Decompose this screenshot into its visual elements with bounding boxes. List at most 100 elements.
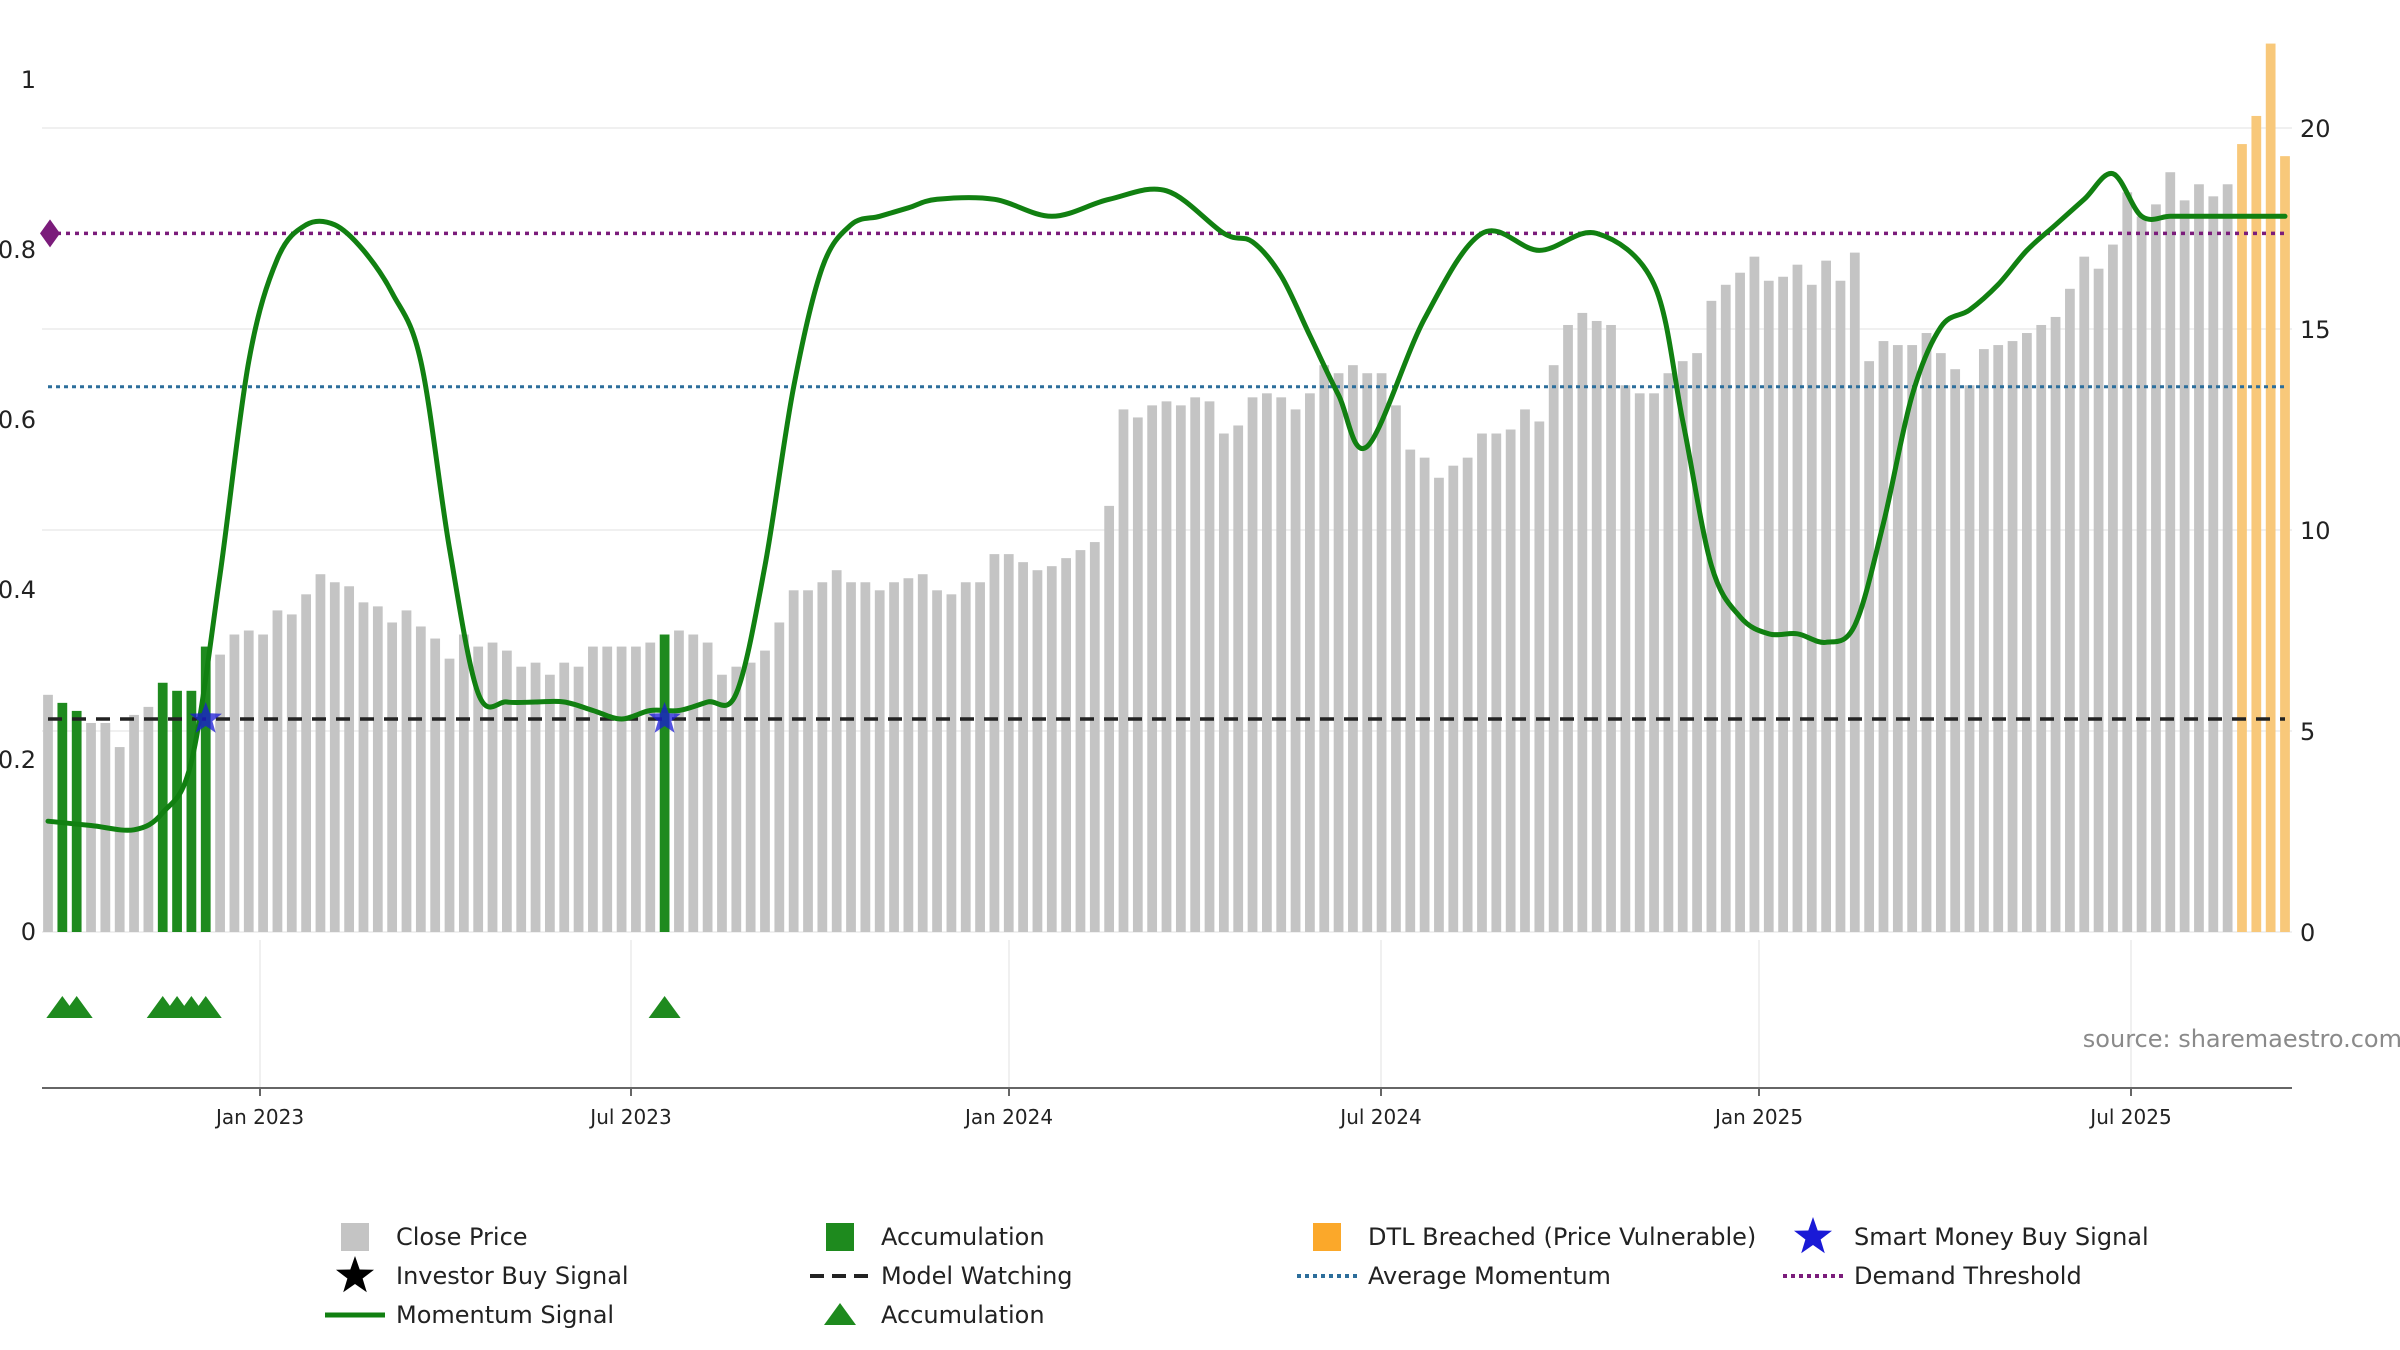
legend-swatch-accumulation: [826, 1223, 854, 1251]
close-price-bar: [1520, 409, 1530, 932]
close-price-bar: [1305, 393, 1315, 932]
legend-label: Accumulation: [881, 1223, 1045, 1251]
close-price-bar: [1649, 393, 1659, 932]
close-price-bar: [989, 554, 1000, 932]
close-price-bar: [530, 662, 541, 932]
close-price-bar: [114, 747, 125, 932]
close-price-bar: [1419, 457, 1430, 932]
close-price-bar: [1262, 393, 1272, 932]
close-price-bar: [1448, 465, 1459, 932]
close-price-bar: [602, 646, 613, 932]
accumulation-triangle: [189, 996, 222, 1018]
accumulation-bar: [157, 682, 168, 932]
close-price-bar: [803, 590, 813, 932]
close-price-bar: [1763, 280, 1774, 932]
close-price-bar: [315, 574, 326, 932]
legend-item: Accumulation: [824, 1301, 1045, 1329]
close-price-bar: [2050, 316, 2061, 932]
close-price-bars: [43, 43, 2290, 933]
close-price-bar: [559, 662, 570, 932]
left-tick-label: 0.8: [0, 236, 36, 264]
close-price-bar: [1204, 401, 1215, 932]
demand-threshold-marker: [40, 219, 60, 248]
x-tick-label: Jan 2024: [963, 1105, 1053, 1129]
close-price-bar: [444, 658, 455, 932]
close-price-bar: [458, 634, 469, 932]
close-price-bar: [1563, 324, 1573, 933]
close-price-bar: [860, 582, 871, 932]
close-price-bar: [286, 614, 297, 932]
close-price-bar: [329, 582, 340, 932]
legend-label: Demand Threshold: [1854, 1262, 2082, 1290]
dtl-breached-bar: [2251, 115, 2262, 932]
close-price-bar: [1706, 300, 1717, 932]
close-price-bar: [1577, 312, 1588, 932]
x-tick-label: Jul 2024: [1338, 1105, 1421, 1129]
right-tick-label: 20: [2300, 115, 2331, 143]
close-price-bar: [1964, 385, 1975, 932]
close-price-bar: [588, 646, 598, 932]
close-price-bar: [975, 582, 985, 932]
close-price-bar: [1003, 554, 1014, 932]
close-price-bar: [1907, 345, 1918, 933]
close-price-bar: [2179, 200, 2190, 933]
close-price-bar: [2122, 192, 2133, 932]
close-price-bar: [2093, 268, 2104, 932]
close-price-bar: [1032, 570, 1043, 932]
close-price-bar: [1391, 405, 1401, 932]
close-price-bar: [731, 666, 742, 932]
close-price-bar: [1348, 365, 1358, 932]
legend-item: Close Price: [341, 1223, 528, 1251]
close-price-bar: [401, 610, 412, 932]
legend-triangle-accumulation: [824, 1303, 856, 1325]
close-price-bar: [215, 654, 225, 932]
left-tick-label: 0: [21, 918, 36, 946]
accumulation-bar: [200, 646, 211, 932]
close-price-bar: [1132, 417, 1143, 932]
smart-money-star: [648, 702, 681, 733]
close-price-bar: [258, 634, 268, 932]
close-price-bar: [917, 574, 928, 932]
close-price-bar: [616, 646, 627, 932]
legend-label: DTL Breached (Price Vulnerable): [1368, 1223, 1756, 1251]
close-price-bar: [344, 586, 355, 932]
momentum-signal-line: [45, 171, 2288, 833]
legend-item: Smart Money Buy Signal: [1794, 1217, 2149, 1254]
close-price-bar: [1333, 373, 1344, 933]
close-price-bar: [760, 650, 770, 932]
close-price-bar: [688, 634, 699, 932]
dtl-breached-bar: [2237, 144, 2247, 932]
close-price-bar: [2007, 341, 2018, 932]
close-price-bar: [874, 590, 885, 932]
close-price-bar: [1290, 409, 1301, 932]
close-price-bar: [1950, 369, 1961, 932]
close-price-bar: [473, 646, 484, 932]
close-price-bar: [1362, 373, 1373, 933]
close-price-bar: [1778, 276, 1788, 932]
close-price-bar: [1505, 429, 1516, 932]
close-price-bar: [1175, 405, 1186, 932]
close-price-bar: [2165, 172, 2176, 933]
dtl-breached-bar: [2265, 43, 2276, 932]
left-tick-label: 0.4: [0, 576, 36, 604]
momentum-signal-layer: [45, 171, 2288, 833]
close-price-bar: [1606, 324, 1616, 933]
x-tick-label: Jan 2025: [1713, 1105, 1803, 1129]
right-tick-label: 5: [2300, 718, 2315, 746]
legend-item: Investor Buy Signal: [336, 1256, 629, 1293]
left-tick-label: 0.2: [0, 746, 36, 774]
close-price-bar: [1677, 361, 1688, 932]
close-price-bar: [1864, 361, 1875, 932]
close-price-bar: [889, 582, 899, 932]
close-price-bar: [1892, 345, 1903, 933]
close-price-bar: [1921, 333, 1932, 932]
close-price-bar: [43, 694, 53, 932]
close-price-bar: [1663, 373, 1674, 933]
right-tick-label: 0: [2300, 919, 2315, 947]
axes: Jan 2023 Jul 2023 Jan 2024 Jul 2024 Jan 2025…: [0, 66, 2331, 1129]
close-price-bar: [774, 622, 785, 932]
close-price-bar: [1806, 284, 1817, 932]
close-price-bar: [1978, 349, 1989, 933]
close-price-bar: [501, 650, 512, 932]
close-price-bar: [631, 646, 641, 932]
